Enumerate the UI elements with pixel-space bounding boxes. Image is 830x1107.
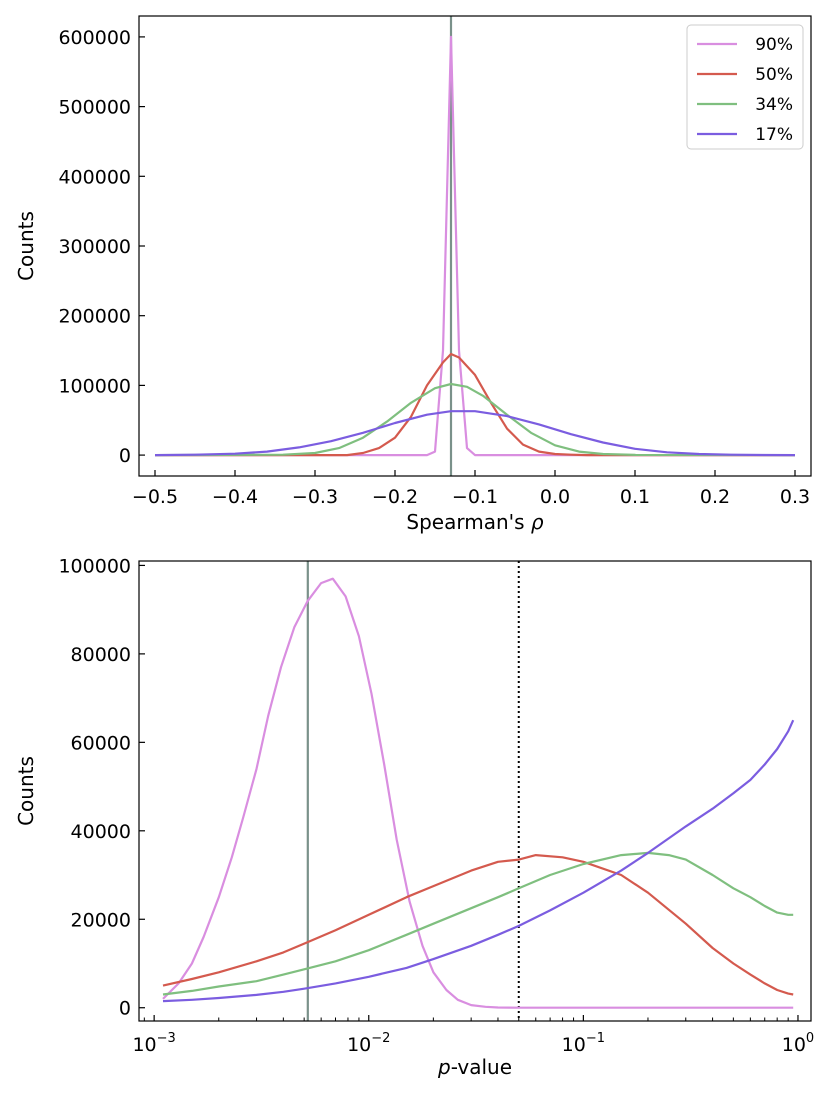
rho-y-tick-label: 100000 <box>58 375 131 397</box>
rho-y-tick-label: 500000 <box>58 97 131 119</box>
rho-x-tick-label: 0.0 <box>540 486 570 508</box>
legend-label-17pct: 17% <box>755 125 793 145</box>
pvalue-y-axis: 0 20000 40000 60000 80000 100000 <box>58 555 145 1020</box>
legend-label-34pct: 34% <box>755 95 793 115</box>
pvalue-y-tick-label: 0 <box>119 998 131 1020</box>
rho-series-line-50pct <box>155 352 795 457</box>
rho-x-tick-label: −0.1 <box>452 486 498 508</box>
pvalue-series-line-50pct <box>162 853 794 996</box>
rho-x-tick-label: −0.3 <box>292 486 338 508</box>
legend-frame <box>686 24 804 150</box>
pvalue-histogram-panel: 10−3 10−2 10−1 100 0 20000 40000 60000 80000 100… <box>14 555 814 1079</box>
pvalue-x-tick-label: 10−2 <box>347 1031 390 1056</box>
pvalue-y-tick-label: 20000 <box>71 909 131 931</box>
rho-x-axis: −0.5 −0.4 −0.3 −0.2 −0.1 0.0 0.1 0.2 0.3 <box>132 470 810 508</box>
rho-x-axis-label: Spearman's ρ <box>406 510 544 534</box>
pvalue-y-axis-label: Counts <box>14 756 38 826</box>
rho-series-line-34pct <box>154 382 796 457</box>
legend-label-90pct: 90% <box>755 35 793 55</box>
rho-x-tick-label: −0.5 <box>132 486 178 508</box>
rho-x-tick-label: 0.2 <box>700 486 730 508</box>
rho-series-line-17pct <box>154 410 796 457</box>
pvalue-plot-area <box>162 561 795 1021</box>
pvalue-plot-frame <box>138 560 812 1022</box>
legend-label-50pct: 50% <box>755 65 793 85</box>
rho-x-tick-label: −0.4 <box>212 486 258 508</box>
rho-y-axis: 0 100000 200000 300000 400000 500000 600000 <box>58 27 145 467</box>
pvalue-x-axis: 10−3 10−2 10−1 100 <box>132 1015 814 1056</box>
rho-x-tick-label: −0.2 <box>372 486 418 508</box>
pvalue-x-tick-label: 10−3 <box>132 1031 175 1056</box>
rho-x-tick-label: 0.3 <box>780 486 810 508</box>
rho-y-tick-label: 0 <box>119 445 131 467</box>
rho-x-tick-label: 0.1 <box>620 486 650 508</box>
pvalue-x-axis-label: p-value <box>437 1055 512 1079</box>
rho-y-axis-label: Counts <box>14 211 38 281</box>
pvalue-x-tick-label: 100 <box>782 1031 814 1056</box>
rho-y-tick-label: 400000 <box>58 166 131 188</box>
pvalue-y-tick-label: 60000 <box>71 732 131 754</box>
rho-y-tick-label: 200000 <box>58 306 131 328</box>
rho-histogram-panel: −0.5 −0.4 −0.3 −0.2 −0.1 0.0 0.1 0.2 0.3 0 100000… <box>14 15 812 534</box>
pvalue-series-line-90pct <box>162 577 794 1009</box>
pvalue-x-tick-label: 10−1 <box>562 1031 605 1056</box>
pvalue-y-tick-label: 100000 <box>58 555 131 577</box>
legend: 90% 50% 34% 17% <box>686 24 804 150</box>
pvalue-series-line-34pct <box>162 851 794 996</box>
pvalue-y-tick-label: 80000 <box>71 644 131 666</box>
rho-y-tick-label: 600000 <box>58 27 131 49</box>
rho-series-line-90pct <box>155 35 795 457</box>
rho-plot-area <box>154 16 796 476</box>
pvalue-series-line-17pct <box>162 719 795 1003</box>
pvalue-y-tick-label: 40000 <box>71 821 131 843</box>
rho-y-tick-label: 300000 <box>58 236 131 258</box>
